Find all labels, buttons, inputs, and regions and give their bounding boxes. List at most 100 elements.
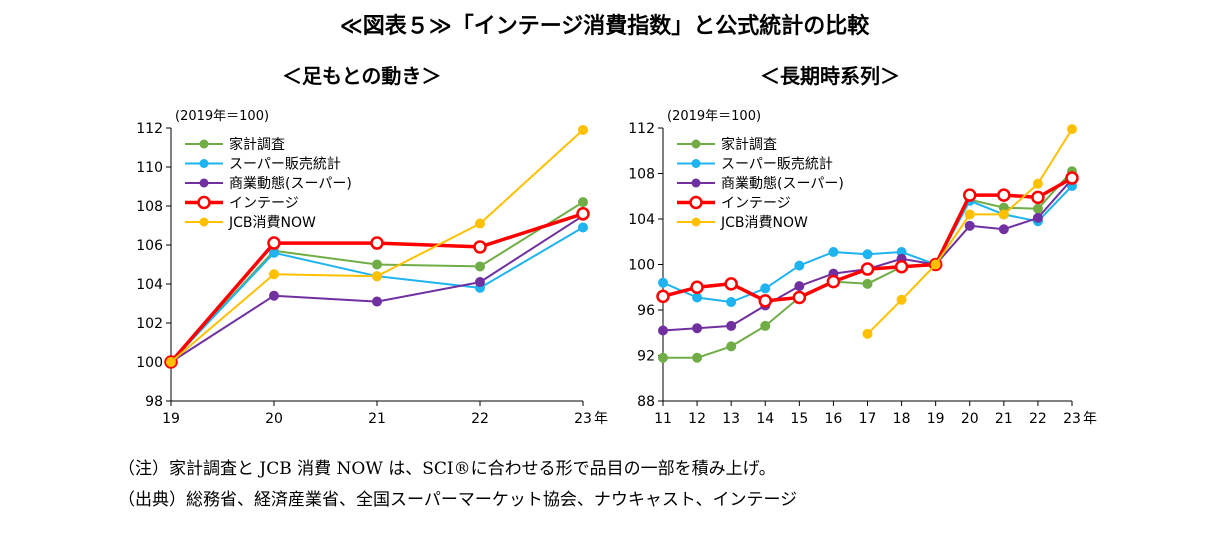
legend-label: 家計調査: [721, 136, 777, 153]
data-point: [964, 220, 975, 231]
data-point: [692, 323, 703, 334]
data-point: [475, 261, 485, 272]
data-point: [1067, 124, 1077, 135]
data-point: [658, 352, 668, 363]
x-axis-unit: 年: [1083, 411, 1097, 427]
legend-marker: [199, 139, 209, 149]
y-tick-label: 88: [637, 394, 655, 410]
data-point: [166, 357, 176, 367]
unit-label: (2019年＝100): [667, 109, 761, 124]
x-tick-label: 17: [859, 411, 877, 427]
data-point: [473, 240, 487, 254]
legend-label: 商業動態(スーパー): [229, 176, 352, 192]
data-point: [1031, 190, 1045, 205]
data-point: [578, 222, 588, 233]
data-point: [1065, 171, 1079, 185]
data-point: [578, 197, 588, 208]
data-point: [370, 236, 384, 250]
left-chart-title: ＜足もとの動き＞: [282, 64, 442, 88]
y-tick-label: 104: [136, 277, 163, 293]
data-point: [963, 188, 977, 202]
data-point: [475, 218, 485, 229]
y-tick-label: 112: [136, 121, 163, 137]
data-point: [998, 209, 1009, 220]
data-point: [692, 352, 703, 363]
x-tick-label: 20: [265, 411, 283, 427]
y-tick-label: 108: [628, 167, 655, 183]
data-point: [372, 259, 382, 270]
x-tick-label: 15: [790, 411, 808, 427]
x-tick-label: 22: [1029, 411, 1047, 427]
y-tick-label: 102: [136, 316, 163, 332]
data-point: [894, 260, 909, 274]
data-point: [997, 188, 1011, 202]
data-point: [862, 249, 873, 260]
legend-marker: [689, 195, 703, 210]
data-point: [372, 271, 382, 282]
y-tick-label: 92: [637, 349, 655, 365]
data-point: [896, 294, 907, 305]
data-point: [758, 294, 772, 308]
legend-marker: [691, 139, 701, 149]
x-tick-label: 19: [927, 411, 945, 427]
legend-label: スーパー販売統計: [229, 157, 341, 173]
y-tick-label: 108: [136, 199, 163, 215]
x-tick-label: 23: [574, 411, 592, 427]
legend-label: JCB消費NOW: [720, 215, 808, 231]
data-point: [726, 297, 737, 308]
x-tick-label: 20: [961, 411, 979, 427]
data-point: [860, 262, 875, 276]
legend-marker: [691, 159, 701, 168]
legend-marker: [691, 178, 701, 188]
y-tick-label: 96: [637, 303, 655, 319]
data-point: [862, 328, 873, 339]
data-point: [475, 277, 485, 288]
data-point: [658, 325, 668, 336]
legend-label: 商業動態(スーパー): [721, 176, 844, 192]
x-tick-label: 21: [368, 411, 386, 427]
data-point: [826, 274, 841, 289]
data-point: [726, 341, 737, 352]
x-tick-label: 12: [688, 411, 706, 427]
data-point: [267, 236, 281, 250]
legend-marker: [199, 159, 209, 168]
page-title: ≪図表５≫「インテージ消費指数」と公式統計の比較: [339, 14, 870, 39]
legend-marker: [199, 217, 209, 227]
footnote: （注）家計調査と JCB 消費 NOW は、SCI®に合わせる形で品目の一部を積…: [118, 459, 776, 479]
data-point: [724, 277, 738, 291]
x-axis-unit: 年: [594, 411, 608, 427]
y-tick-label: 110: [136, 160, 163, 176]
legend-marker: [199, 178, 209, 188]
data-point: [1032, 203, 1043, 214]
y-tick-label: 100: [136, 355, 163, 371]
data-point: [658, 277, 668, 288]
legend-label: 家計調査: [229, 136, 285, 153]
x-tick-label: 13: [722, 411, 740, 427]
x-tick-label: 22: [471, 411, 489, 427]
long-term-chart: 88 92 96 100 104 108 112 11 12 13 14 15 16 17 18 19 20 21…: [628, 109, 1097, 427]
legend-label: スーパー販売統計: [721, 157, 833, 173]
legend-label: インテージ: [229, 196, 299, 212]
y-tick-label: 104: [628, 212, 655, 228]
series-line: [169, 212, 584, 364]
recent-trend-chart: 98 100 102 104 106 108 110 112 19 20 21 22 23 年 (2019年…: [136, 109, 608, 427]
data-point: [998, 224, 1009, 235]
legend-marker: [197, 195, 211, 210]
legend-marker: [691, 217, 701, 227]
data-point: [964, 209, 975, 220]
data-point: [930, 259, 941, 270]
data-point: [578, 124, 588, 135]
data-point: [1032, 178, 1043, 189]
y-tick-label: 112: [628, 121, 655, 137]
data-point: [692, 292, 703, 303]
x-tick-label: 18: [893, 411, 911, 427]
data-point: [760, 320, 771, 331]
data-point: [656, 289, 670, 304]
x-tick-label: 11: [654, 411, 672, 427]
x-tick-label: 16: [825, 411, 843, 427]
data-point: [828, 246, 839, 257]
unit-label: (2019年＝100): [175, 109, 269, 124]
x-tick-label: 21: [995, 411, 1013, 427]
data-point: [794, 281, 805, 292]
right-chart-title: ＜長期時系列＞: [760, 64, 900, 88]
